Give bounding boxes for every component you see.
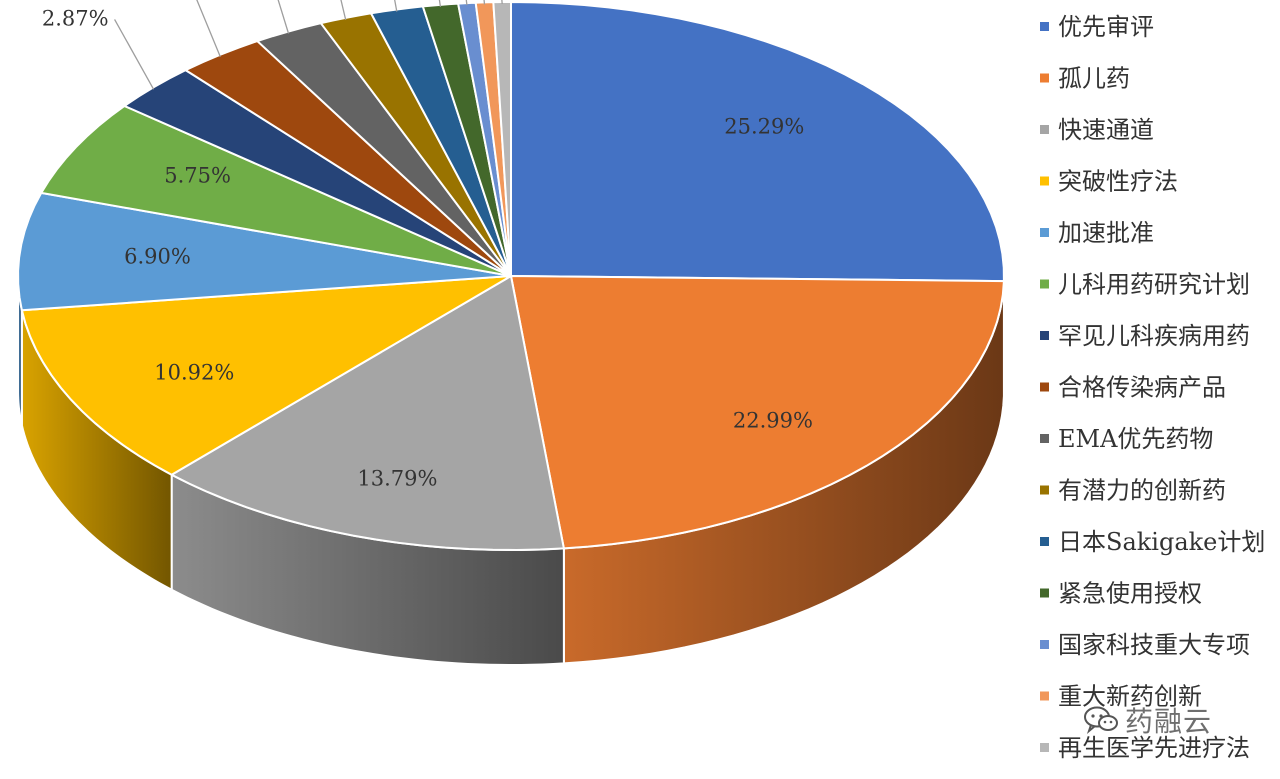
slice-0 (511, 2, 1004, 281)
legend-label-4: 加速批准 (1058, 219, 1154, 247)
legend-swatch-1 (1040, 74, 1049, 83)
leader-line-7 (187, 0, 221, 57)
legend-item-9: 有潜力的创新药 (1040, 477, 1226, 505)
data-label-1: 22.99% (733, 408, 813, 432)
legend: 优先审评孤儿药快速通道突破性疗法加速批准儿科用药研究计划罕见儿科疾病用药合格传染… (1040, 13, 1265, 762)
legend-swatch-7 (1040, 383, 1049, 392)
legend-item-11: 紧急使用授权 (1040, 580, 1202, 608)
legend-item-6: 罕见儿科疾病用药 (1040, 322, 1250, 350)
legend-item-12: 国家科技重大专项 (1040, 631, 1250, 659)
leader-line-9 (322, 0, 345, 20)
legend-item-7: 合格传染病产品 (1040, 374, 1226, 402)
legend-item-1: 孤儿药 (1040, 65, 1130, 93)
legend-label-8: EMA优先药物 (1058, 425, 1213, 453)
pie-top-layer (18, 2, 1004, 550)
legend-item-5: 儿科用药研究计划 (1040, 271, 1250, 299)
legend-label-0: 优先审评 (1058, 13, 1154, 41)
legend-label-12: 国家科技重大专项 (1058, 631, 1250, 659)
legend-label-14: 再生医学先进疗法 (1058, 734, 1250, 762)
legend-item-13: 重大新药创新 (1040, 683, 1202, 711)
legend-swatch-12 (1040, 640, 1049, 649)
data-label-2: 13.79% (357, 467, 437, 491)
legend-item-10: 日本Sakigake计划 (1040, 528, 1265, 556)
legend-swatch-3 (1040, 177, 1049, 186)
legend-swatch-4 (1040, 228, 1049, 237)
data-label-4: 6.90% (124, 245, 191, 269)
legend-swatch-8 (1040, 434, 1049, 443)
legend-item-8: EMA优先药物 (1040, 425, 1213, 453)
legend-swatch-10 (1040, 537, 1049, 546)
data-label-6: 2.87% (42, 6, 109, 30)
legend-item-2: 快速通道 (1040, 116, 1154, 144)
legend-swatch-9 (1040, 486, 1049, 495)
legend-swatch-5 (1040, 280, 1049, 289)
data-label-3: 10.92% (154, 361, 234, 385)
legend-item-3: 突破性疗法 (1040, 168, 1178, 196)
legend-label-2: 快速通道 (1058, 116, 1154, 144)
legend-label-5: 儿科用药研究计划 (1058, 271, 1250, 299)
legend-swatch-6 (1040, 331, 1049, 340)
legend-label-7: 合格传染病产品 (1058, 374, 1226, 402)
leader-line-6 (115, 19, 154, 89)
legend-label-10: 日本Sakigake计划 (1058, 528, 1265, 556)
legend-label-11: 紧急使用授权 (1058, 580, 1202, 608)
legend-label-1: 孤儿药 (1058, 65, 1130, 93)
legend-swatch-2 (1040, 125, 1049, 134)
legend-item-14: 再生医学先进疗法 (1040, 734, 1250, 762)
legend-label-6: 罕见儿科疾病用药 (1058, 322, 1250, 350)
data-label-5: 5.75% (164, 164, 231, 188)
legend-swatch-11 (1040, 589, 1049, 598)
legend-swatch-13 (1040, 692, 1049, 701)
legend-item-0: 优先审评 (1040, 13, 1154, 41)
legend-item-4: 加速批准 (1040, 219, 1154, 247)
legend-label-9: 有潜力的创新药 (1058, 477, 1226, 505)
legend-swatch-0 (1040, 22, 1049, 31)
leader-line-8 (261, 0, 289, 34)
legend-label-3: 突破性疗法 (1058, 168, 1178, 196)
data-label-0: 25.29% (724, 114, 804, 138)
legend-swatch-14 (1040, 743, 1049, 752)
legend-label-13: 重大新药创新 (1058, 683, 1202, 711)
